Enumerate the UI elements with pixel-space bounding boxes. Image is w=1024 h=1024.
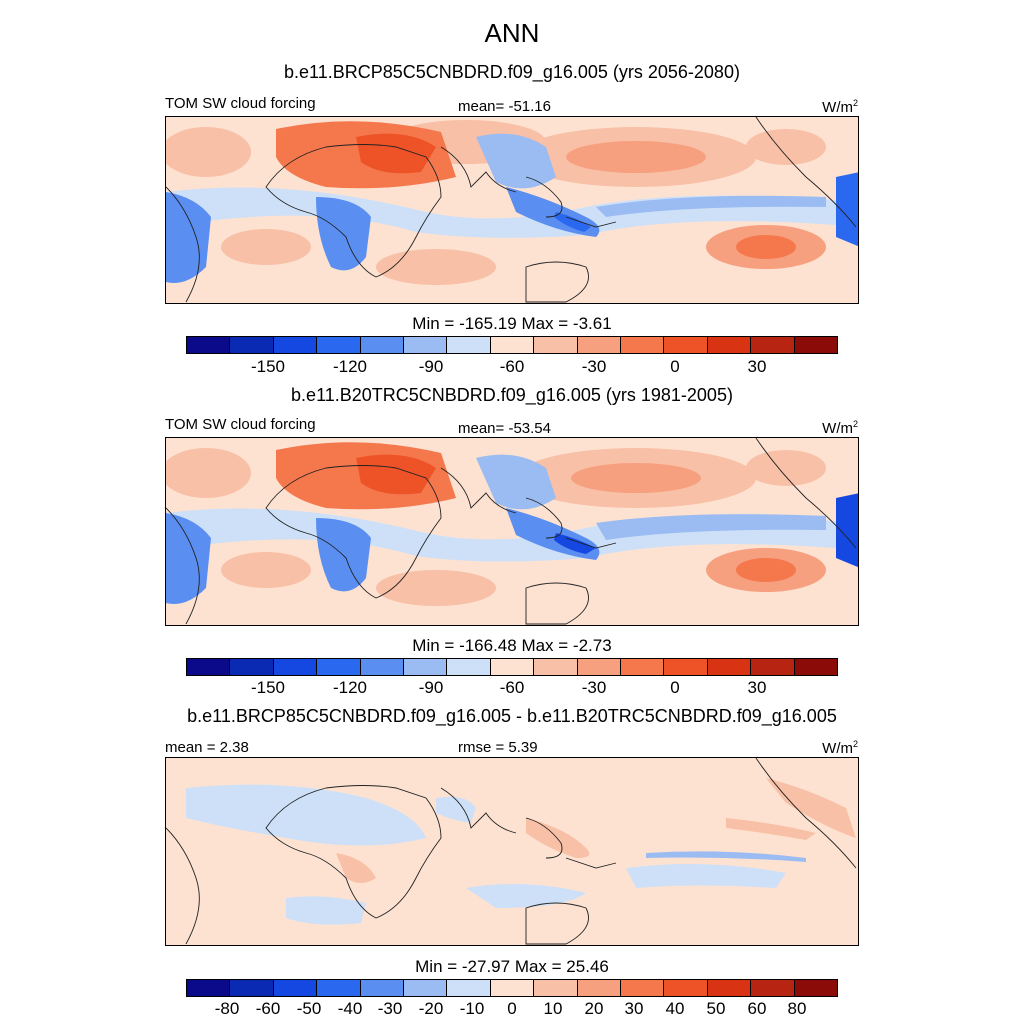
- colorbar-swatch: [490, 659, 535, 675]
- panel-3-mean-label: mean = 2.38: [165, 739, 249, 756]
- panel-3-tick: -40: [337, 999, 363, 1018]
- colorbar-swatch: [230, 659, 274, 675]
- panel-3-tick: -50: [296, 999, 322, 1018]
- panel-3-tick: -60: [255, 999, 281, 1018]
- colorbar-swatch: [360, 980, 405, 996]
- panel-1-tick: -120: [332, 357, 368, 376]
- colorbar-swatch: [187, 337, 231, 353]
- panel-1-units: W/m2: [822, 98, 858, 116]
- colorbar-swatch: [447, 337, 491, 353]
- panel-2-tick: -120: [332, 678, 368, 697]
- panel-3-tick: -20: [418, 999, 444, 1018]
- colorbar-swatch: [230, 980, 274, 996]
- colorbar-swatch: [360, 659, 405, 675]
- panel-2-tick: 0: [670, 678, 680, 697]
- panel-1-variable-label: TOM SW cloud forcing: [165, 95, 316, 112]
- colorbar-swatch: [751, 980, 795, 996]
- colorbar-swatch: [534, 337, 578, 353]
- colorbar-swatch: [273, 659, 318, 675]
- colorbar-swatch: [707, 659, 752, 675]
- panel-2-units: W/m2: [822, 419, 858, 437]
- colorbar-swatch: [794, 337, 838, 353]
- panel-3-tick: 80: [787, 999, 807, 1018]
- panel-3-colorbar: [186, 979, 838, 997]
- colorbar-swatch: [273, 980, 318, 996]
- panel-2-tick: -90: [418, 678, 444, 697]
- colorbar-swatch: [534, 980, 578, 996]
- colorbar-swatch: [794, 659, 838, 675]
- panel-2-variable-label: TOM SW cloud forcing: [165, 416, 316, 433]
- colorbar-swatch: [534, 659, 578, 675]
- colorbar-swatch: [273, 337, 318, 353]
- panel-1-colorbar: [186, 336, 838, 354]
- panel-2-tick: -60: [499, 678, 525, 697]
- colorbar-swatch: [404, 659, 448, 675]
- panel-2-title: b.e11.B20TRC5CNBDRD.f09_g16.005 (yrs 198…: [291, 385, 733, 405]
- panel-3-tick: 40: [665, 999, 685, 1018]
- colorbar-swatch: [317, 337, 361, 353]
- panel-3-tick: 50: [706, 999, 726, 1018]
- colorbar-swatch: [751, 659, 795, 675]
- colorbar-swatch: [707, 980, 752, 996]
- panel-1-tick: -90: [418, 357, 444, 376]
- colorbar-swatch: [621, 659, 665, 675]
- panel-1-tick: -150: [250, 357, 286, 376]
- colorbar-swatch: [577, 659, 622, 675]
- colorbar-swatch: [360, 337, 405, 353]
- panel-3-tick: -80: [214, 999, 240, 1018]
- colorbar-swatch: [404, 980, 448, 996]
- panel-3-map-field: [166, 758, 858, 945]
- panel-3-tick: 60: [747, 999, 767, 1018]
- panel-1-tick: 0: [670, 357, 680, 376]
- panel-1-map-field: [166, 117, 858, 303]
- panel-3-tick: 0: [507, 999, 517, 1018]
- colorbar-swatch: [664, 337, 708, 353]
- panel-3-min-max: Min = -27.97 Max = 25.46: [415, 957, 609, 976]
- panel-2-tick: -30: [581, 678, 607, 697]
- panel-2-map: [165, 437, 859, 626]
- colorbar-swatch: [317, 659, 361, 675]
- main-title: ANN: [484, 18, 540, 48]
- panel-3-tick: 20: [584, 999, 604, 1018]
- panel-1-mean-label: mean= -51.16: [458, 98, 551, 115]
- colorbar-swatch: [664, 980, 708, 996]
- panel-2-tick: 30: [747, 678, 767, 697]
- panel-1-min-max: Min = -165.19 Max = -3.61: [412, 314, 612, 333]
- colorbar-swatch: [751, 337, 795, 353]
- colorbar-swatch: [404, 337, 448, 353]
- colorbar-swatch: [577, 337, 622, 353]
- colorbar-swatch: [664, 659, 708, 675]
- colorbar-swatch: [577, 980, 622, 996]
- panel-3-title: b.e11.BRCP85C5CNBDRD.f09_g16.005 - b.e11…: [187, 706, 837, 726]
- colorbar-swatch: [187, 980, 231, 996]
- colorbar-swatch: [794, 980, 838, 996]
- panel-3-units: W/m2: [822, 739, 858, 757]
- panel-2-colorbar: [186, 658, 838, 676]
- panel-1-tick: 30: [747, 357, 767, 376]
- colorbar-swatch: [490, 337, 535, 353]
- panel-1-map: [165, 116, 859, 304]
- panel-2-map-field: [166, 438, 858, 625]
- panel-2-tick: -150: [250, 678, 286, 697]
- colorbar-swatch: [707, 337, 752, 353]
- panel-3-tick: -10: [459, 999, 485, 1018]
- colorbar-swatch: [621, 337, 665, 353]
- colorbar-swatch: [317, 980, 361, 996]
- panel-1-tick: -30: [581, 357, 607, 376]
- panel-3-tick: -30: [377, 999, 403, 1018]
- panel-1-tick: -60: [499, 357, 525, 376]
- colorbar-swatch: [187, 659, 231, 675]
- panel-3-rmse-label: rmse = 5.39: [458, 739, 538, 756]
- colorbar-swatch: [230, 337, 274, 353]
- colorbar-swatch: [621, 980, 665, 996]
- panel-3-tick: 10: [543, 999, 563, 1018]
- panel-2-min-max: Min = -166.48 Max = -2.73: [412, 636, 612, 655]
- panel-3-tick: 30: [624, 999, 644, 1018]
- panel-3-map: [165, 757, 859, 946]
- colorbar-swatch: [447, 980, 491, 996]
- panel-2-mean-label: mean= -53.54: [458, 420, 551, 437]
- colorbar-swatch: [490, 980, 535, 996]
- panel-1-title: b.e11.BRCP85C5CNBDRD.f09_g16.005 (yrs 20…: [284, 62, 740, 82]
- colorbar-swatch: [447, 659, 491, 675]
